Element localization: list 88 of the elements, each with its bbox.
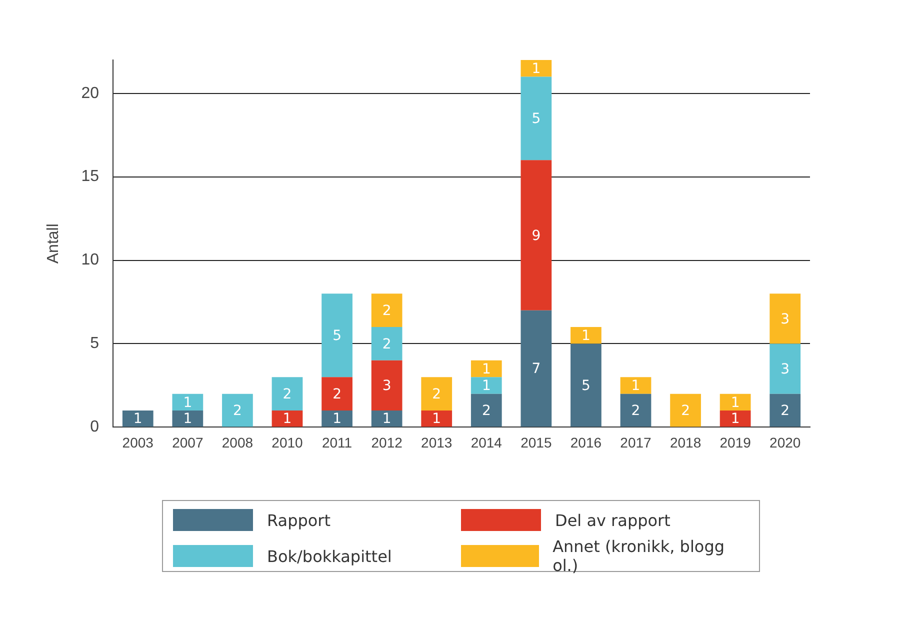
bar [520,160,552,310]
y-axis-title: Antall [45,224,62,264]
data-label: 5 [332,328,342,344]
data-label: 2 [780,402,790,419]
bar [570,327,602,344]
data-label: 1 [382,411,392,428]
bar [172,410,204,427]
data-label: 1 [582,328,590,344]
bar [470,394,502,427]
bar [371,360,402,411]
y-tick-label: 0 [90,418,100,436]
data-label: 9 [532,228,541,244]
x-tick-label: 2018 [670,434,702,450]
data-label: 1 [532,60,541,77]
bar [322,410,352,427]
bar [620,377,652,394]
bar [570,344,602,427]
bar [322,377,352,411]
bar [520,60,552,77]
x-tick-label: 2014 [470,434,502,450]
data-label: 2 [681,402,690,419]
legend-label: Annet (kronikk, blogg ol.) [552,537,726,575]
data-label: 1 [730,394,740,411]
data-label: 1 [183,411,192,428]
data-label: 2 [482,402,491,419]
bar [371,410,402,427]
bar [470,360,502,378]
bar [322,294,352,378]
bar [172,394,204,411]
legend-label: Bok/bokkapittel [267,546,392,566]
data-label: 1 [482,361,491,378]
bar [222,394,253,427]
data-label: 2 [631,402,640,419]
bar [620,394,652,427]
x-tick-label: 2013 [421,434,452,450]
data-label: 2 [332,386,342,402]
y-tick-label: 10 [81,252,100,269]
data-label: 1 [133,411,142,428]
legend-label: Del av rapport [555,510,670,530]
data-label: 1 [332,411,342,428]
data-label: 1 [183,394,192,411]
data-label: 1 [282,411,292,428]
data-label: 3 [382,378,392,394]
x-tick-label: 2010 [272,434,304,450]
bar [371,294,402,328]
x-tick-label: 2017 [620,434,652,450]
data-label: 3 [780,311,790,328]
data-label: 2 [382,336,392,352]
bar [122,410,154,427]
bar [520,310,552,427]
bar [770,394,801,427]
y-tick-label: 5 [90,335,100,352]
y-tick-label: 15 [81,168,100,186]
x-tick-label: 2003 [122,434,154,450]
data-label: 2 [382,303,392,320]
bar [421,410,452,427]
x-tick-label: 2016 [570,434,602,450]
x-tick-label: 2019 [720,434,752,450]
data-label: 5 [532,111,541,128]
legend-label: Rapport [267,510,331,530]
data-label: 1 [482,378,491,394]
x-tick-label: 2020 [770,434,801,450]
bar [770,344,801,394]
x-tick-label: 2007 [172,434,204,450]
bar [371,327,402,360]
data-label: 1 [432,411,442,428]
data-label: 2 [282,386,292,402]
data-label: 2 [233,402,242,419]
bar [470,377,502,394]
bar [720,394,751,411]
x-tick-label: 2011 [322,434,352,450]
bar [272,410,303,427]
y-tick-label: 20 [81,84,100,102]
bar [670,394,701,427]
data-label: 7 [532,361,541,378]
data-label: 1 [631,378,640,394]
x-tick-label: 2015 [520,434,552,450]
data-label: 5 [582,378,590,394]
data-label: 2 [432,386,442,402]
bar [720,410,751,427]
data-label: 3 [780,361,790,378]
bar [770,294,801,344]
x-tick-label: 2012 [371,434,403,450]
x-tick-label: 2008 [222,434,254,450]
bar [421,377,452,411]
data-label: 1 [730,411,740,428]
bar [272,377,303,411]
bar [520,76,552,160]
